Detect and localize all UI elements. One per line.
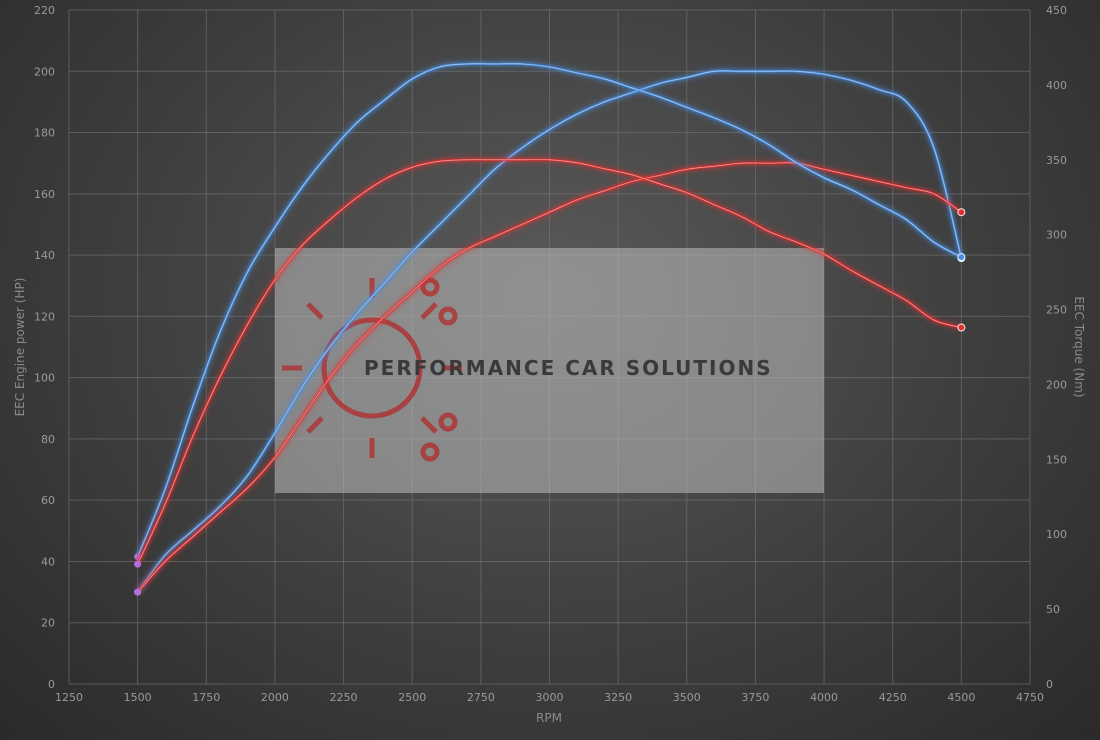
watermark: PERFORMANCE CAR SOLUTIONS xyxy=(275,248,824,493)
series-highlight-2 xyxy=(137,63,962,557)
y-right-tick-label: 250 xyxy=(1046,304,1067,317)
x-tick-label: 2500 xyxy=(398,691,426,704)
y-left-tick-label: 20 xyxy=(41,617,55,630)
y-right-tick-label: 0 xyxy=(1046,678,1053,691)
x-tick-label: 2000 xyxy=(261,691,289,704)
x-tick-label: 4750 xyxy=(1016,691,1044,704)
y-left-tick-label: 120 xyxy=(34,310,55,323)
y-right-tick-label: 150 xyxy=(1046,453,1067,466)
y-left-tick-label: 100 xyxy=(34,372,55,385)
y-left-axis-title: EEC Engine power (HP) xyxy=(13,278,27,417)
x-tick-label: 4000 xyxy=(810,691,838,704)
y-left-tick-label: 80 xyxy=(41,433,55,446)
watermark-panel xyxy=(275,248,824,493)
x-tick-label: 3500 xyxy=(673,691,701,704)
x-axis-title: RPM xyxy=(536,711,562,725)
y-right-tick-label: 300 xyxy=(1046,229,1067,242)
series-end-point xyxy=(957,253,966,262)
x-tick-label: 3250 xyxy=(604,691,632,704)
y-left-tick-label: 140 xyxy=(34,249,55,262)
x-tick-label: 2250 xyxy=(330,691,358,704)
y-right-tick-label: 200 xyxy=(1046,378,1067,391)
x-axis-ticks: 1250 1500 1750 2000 2250 2500 2750 3000 3250 3500… xyxy=(55,691,1044,704)
x-tick-label: 1250 xyxy=(55,691,83,704)
x-tick-label: 3000 xyxy=(536,691,564,704)
x-tick-label: 3750 xyxy=(741,691,769,704)
series-highlight-0 xyxy=(137,70,962,593)
series-highlight-3 xyxy=(137,159,962,565)
series-end-point xyxy=(957,323,966,332)
x-tick-label: 1500 xyxy=(124,691,152,704)
watermark-text: PERFORMANCE CAR SOLUTIONS xyxy=(364,356,773,380)
y-left-tick-label: 40 xyxy=(41,555,55,568)
x-tick-label: 1750 xyxy=(192,691,220,704)
y-right-axis-title: EEC Torque (Nm) xyxy=(1072,296,1086,397)
y-left-tick-label: 180 xyxy=(34,127,55,140)
y-right-tick-label: 350 xyxy=(1046,154,1067,167)
y-right-tick-label: 50 xyxy=(1046,603,1060,616)
y-left-axis-ticks: 0 20 40 60 80 100 120 140 160 180 200 220 xyxy=(34,4,55,691)
y-left-tick-label: 160 xyxy=(34,188,55,201)
y-right-tick-label: 450 xyxy=(1046,4,1067,17)
y-left-tick-label: 220 xyxy=(34,4,55,17)
series-start-point xyxy=(134,588,142,596)
y-right-tick-label: 100 xyxy=(1046,528,1067,541)
x-tick-label: 4500 xyxy=(947,691,975,704)
y-right-tick-label: 400 xyxy=(1046,79,1067,92)
series-start-point xyxy=(134,560,142,568)
series-end-point xyxy=(957,208,966,217)
y-left-tick-label: 60 xyxy=(41,494,55,507)
gear-logo-icon xyxy=(282,277,462,462)
x-tick-label: 2750 xyxy=(467,691,495,704)
y-right-axis-ticks: 0 50 100 150 200 250 300 350 400 450 xyxy=(1046,4,1067,691)
series-highlight-1 xyxy=(137,162,962,593)
x-tick-label: 4250 xyxy=(879,691,907,704)
y-left-tick-label: 0 xyxy=(48,678,55,691)
y-left-tick-label: 200 xyxy=(34,65,55,78)
series xyxy=(134,60,966,596)
